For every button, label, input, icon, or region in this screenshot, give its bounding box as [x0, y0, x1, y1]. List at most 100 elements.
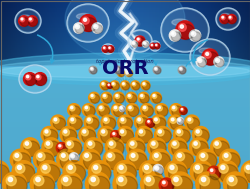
- Circle shape: [153, 95, 155, 97]
- Circle shape: [66, 164, 76, 173]
- Circle shape: [128, 106, 133, 111]
- Bar: [0, 174, 250, 175]
- Bar: [114, 0, 115, 66]
- Circle shape: [130, 152, 138, 161]
- Circle shape: [136, 126, 152, 143]
- Circle shape: [84, 106, 95, 117]
- Circle shape: [123, 83, 124, 84]
- Bar: [0, 138, 250, 139]
- Bar: [117, 0, 118, 66]
- Bar: [25, 0, 26, 66]
- Circle shape: [179, 24, 194, 40]
- Bar: [108, 0, 109, 66]
- Bar: [0, 14, 250, 15]
- Bar: [185, 0, 186, 66]
- Bar: [87, 0, 88, 66]
- Circle shape: [220, 14, 229, 24]
- Bar: [0, 22, 250, 23]
- Circle shape: [137, 38, 145, 46]
- Circle shape: [63, 138, 82, 156]
- Circle shape: [71, 154, 74, 158]
- Bar: [0, 72, 250, 73]
- Bar: [41, 0, 42, 66]
- Bar: [18, 0, 19, 66]
- Circle shape: [158, 129, 172, 143]
- Bar: [101, 0, 102, 66]
- Bar: [0, 122, 250, 123]
- Bar: [237, 0, 238, 66]
- Bar: [0, 77, 250, 78]
- Circle shape: [12, 161, 34, 183]
- Circle shape: [172, 106, 177, 111]
- Bar: [241, 0, 242, 66]
- Circle shape: [215, 58, 220, 63]
- Bar: [0, 143, 250, 144]
- Circle shape: [44, 129, 51, 136]
- Circle shape: [64, 177, 68, 182]
- Circle shape: [102, 82, 105, 86]
- Circle shape: [121, 130, 124, 133]
- Bar: [48, 0, 49, 66]
- Bar: [12, 0, 13, 66]
- Bar: [0, 88, 250, 89]
- Bar: [0, 45, 250, 46]
- Bar: [215, 0, 216, 66]
- Circle shape: [200, 153, 217, 170]
- Circle shape: [68, 104, 80, 116]
- Circle shape: [178, 24, 186, 31]
- Bar: [162, 0, 163, 66]
- Circle shape: [89, 66, 97, 74]
- Circle shape: [119, 129, 126, 136]
- Circle shape: [84, 153, 101, 170]
- Bar: [86, 0, 87, 66]
- Circle shape: [141, 95, 143, 97]
- Bar: [111, 0, 112, 66]
- Bar: [46, 0, 47, 66]
- Bar: [37, 0, 38, 66]
- Circle shape: [102, 46, 109, 52]
- Bar: [197, 0, 198, 66]
- Circle shape: [155, 44, 158, 46]
- Circle shape: [94, 24, 98, 29]
- Circle shape: [224, 154, 228, 157]
- Circle shape: [71, 106, 73, 109]
- Ellipse shape: [26, 72, 38, 76]
- Circle shape: [92, 164, 101, 173]
- Ellipse shape: [134, 36, 142, 39]
- Bar: [164, 0, 165, 66]
- Circle shape: [103, 94, 107, 98]
- Bar: [0, 131, 250, 132]
- Bar: [179, 0, 180, 66]
- Circle shape: [180, 108, 184, 111]
- Bar: [31, 0, 32, 66]
- Bar: [0, 9, 250, 10]
- Circle shape: [115, 94, 124, 103]
- Circle shape: [210, 169, 213, 171]
- Bar: [0, 13, 250, 14]
- Circle shape: [10, 149, 30, 170]
- Bar: [19, 0, 20, 66]
- Bar: [0, 187, 250, 188]
- Circle shape: [113, 106, 118, 111]
- Bar: [9, 0, 10, 66]
- Bar: [0, 86, 250, 87]
- Circle shape: [156, 44, 160, 49]
- Circle shape: [92, 164, 111, 183]
- Circle shape: [119, 71, 120, 72]
- Circle shape: [206, 53, 209, 55]
- Circle shape: [168, 115, 182, 130]
- Bar: [196, 0, 197, 66]
- Circle shape: [90, 176, 110, 189]
- Bar: [0, 78, 250, 79]
- Bar: [0, 162, 250, 163]
- Circle shape: [60, 126, 76, 143]
- Bar: [0, 165, 250, 166]
- Circle shape: [84, 18, 86, 21]
- Bar: [62, 0, 63, 66]
- Bar: [0, 175, 250, 176]
- Circle shape: [172, 176, 182, 186]
- Circle shape: [91, 177, 95, 182]
- Ellipse shape: [128, 30, 152, 52]
- Circle shape: [126, 92, 136, 103]
- Bar: [127, 0, 128, 66]
